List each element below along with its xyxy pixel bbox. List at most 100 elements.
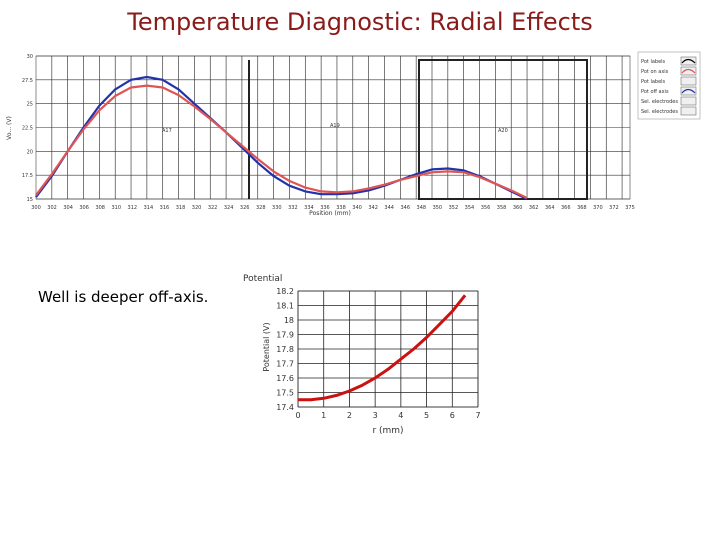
top-y-tick-label: 17.5 <box>22 173 33 179</box>
top-x-tick-label: 348 <box>417 205 427 211</box>
top-x-tick-label: 340 <box>352 205 362 211</box>
top-x-tick-label: 360 <box>513 205 523 211</box>
top-x-tick-label: 304 <box>63 205 73 211</box>
bottom-x-tick-label: 5 <box>424 411 429 420</box>
top-y-tick-label: 25 <box>27 102 33 108</box>
bottom-y-tick-label: 18.2 <box>276 287 294 296</box>
top-x-tick-label: 366 <box>561 205 571 211</box>
top-x-tick-label: 314 <box>144 205 154 211</box>
bottom-chart-title: Potential <box>243 274 282 284</box>
top-x-tick-label: 312 <box>128 205 138 211</box>
legend-swatch-box <box>680 66 697 76</box>
top-x-tick-label: 350 <box>433 205 443 211</box>
top-x-tick-label: 302 <box>47 205 57 211</box>
top-y-tick-label: 15 <box>27 197 33 203</box>
top-series-group <box>35 75 528 200</box>
legend-swatch-line <box>681 88 696 94</box>
region-box-left <box>248 60 250 199</box>
top-x-tick-label: 368 <box>577 205 587 211</box>
legend-swatch-box <box>680 56 697 66</box>
top-series-line-1 <box>35 84 528 199</box>
top-x-tick-label: 322 <box>208 205 218 211</box>
legend: Pot labels Pot on axis Pot labels Pot off a… <box>641 56 697 116</box>
legend-label: Pot labels <box>641 59 666 65</box>
top-y-tick-label: 30 <box>27 54 33 60</box>
top-x-tick-label: 346 <box>400 205 410 211</box>
note-text: Well is deeper off-axis. <box>38 288 209 306</box>
top-x-tick-label: 332 <box>288 205 298 211</box>
legend-label: Pot on axis <box>641 69 669 75</box>
top-x-tick-label: 320 <box>192 205 202 211</box>
top-x-tick-label: 338 <box>336 205 346 211</box>
bottom-y-tick-label: 18.1 <box>276 302 294 311</box>
legend-swatch-box <box>680 96 697 106</box>
top-x-tick-label: 310 <box>111 205 121 211</box>
top-x-tick-label: 364 <box>545 205 555 211</box>
top-x-tick-label: 362 <box>529 205 539 211</box>
top-x-tick-label: 328 <box>256 205 266 211</box>
top-x-tick-label: 300 <box>31 205 41 211</box>
top-x-tick-label: 354 <box>465 205 475 211</box>
top-x-tick-label: 306 <box>79 205 89 211</box>
top-x-tick-label: 316 <box>160 205 170 211</box>
bottom-y-tick-label: 17.6 <box>276 374 294 383</box>
bottom-grid <box>297 290 479 408</box>
bottom-x-tick-label: 4 <box>398 411 403 420</box>
bottom-y-tick-label: 18 <box>284 316 294 325</box>
bottom-y-tick-label: 17.7 <box>276 360 294 369</box>
top-x-tick-label: 342 <box>368 205 378 211</box>
bottom-y-tick-label: 17.9 <box>276 331 294 340</box>
bottom-x-tick-label: 2 <box>347 411 352 420</box>
bottom-x-axis-label: r (mm) <box>372 426 403 436</box>
legend-label: Sel. electrodes <box>641 109 678 115</box>
top-x-tick-label: 336 <box>320 205 330 211</box>
bottom-series-line-0 <box>298 294 467 402</box>
top-x-tick-label: 324 <box>224 205 234 211</box>
legend-label: Sel. electrodes <box>641 99 678 105</box>
region-box-right <box>418 59 588 200</box>
legend-swatch-box <box>680 76 697 86</box>
top-x-tick-label: 326 <box>240 205 250 211</box>
top-x-tick-label: 370 <box>593 205 603 211</box>
top-x-tick-label: 375 <box>625 205 635 211</box>
slide-title: Temperature Diagnostic: Radial Effects <box>127 8 593 36</box>
legend-swatch-box <box>680 106 697 116</box>
bottom-y-tick-label: 17.4 <box>276 403 294 412</box>
bottom-x-ticks: 0 1 2 3 4 5 6 7 <box>295 411 480 420</box>
top-y-axis-label: Vo... (V) <box>6 116 13 140</box>
legend-label: Pot off axis <box>641 89 669 95</box>
top-x-tick-label: 334 <box>304 205 314 211</box>
top-x-tick-label: 308 <box>95 205 105 211</box>
legend-swatch-line <box>681 58 696 64</box>
region-label-a19: A19 <box>330 123 340 129</box>
top-y-tick-label: 27.5 <box>22 78 33 84</box>
top-x-ticks: 300 302 304 306 308 310 312 314 316 318 320 322 324 3… <box>31 205 635 211</box>
legend-swatch-box <box>680 86 697 96</box>
legend-swatch-line <box>681 68 696 74</box>
top-x-tick-label: 352 <box>449 205 459 211</box>
region-label-a20: A20 <box>498 128 508 134</box>
top-y-ticks: 30 27.5 25 22.5 20 17.5 15 <box>22 54 33 203</box>
bottom-x-tick-label: 0 <box>295 411 300 420</box>
top-y-tick-label: 20 <box>27 149 33 155</box>
bottom-y-tick-label: 17.8 <box>276 345 294 354</box>
top-grid <box>36 55 630 200</box>
region-label-a17: A17 <box>162 128 172 134</box>
top-x-tick-label: 330 <box>272 205 282 211</box>
top-x-tick-label: 372 <box>609 205 619 211</box>
legend-label: Pot labels <box>641 79 666 85</box>
top-x-tick-label: 344 <box>384 205 394 211</box>
top-x-axis-label: Position (mm) <box>309 210 351 217</box>
bottom-x-tick-label: 6 <box>450 411 455 420</box>
top-x-tick-label: 358 <box>497 205 507 211</box>
top-x-tick-label: 356 <box>481 205 491 211</box>
bottom-x-tick-label: 3 <box>373 411 378 420</box>
bottom-y-tick-label: 17.5 <box>276 389 294 398</box>
top-series-line-0 <box>35 75 528 200</box>
top-x-tick-label: 318 <box>176 205 186 211</box>
bottom-y-ticks: 18.2 18.1 18 17.9 17.8 17.7 17.6 17.5 17.4 <box>276 287 294 412</box>
bottom-x-tick-label: 7 <box>475 411 480 420</box>
bottom-x-tick-label: 1 <box>321 411 326 420</box>
bottom-y-axis-label: Potential (V) <box>262 322 271 371</box>
